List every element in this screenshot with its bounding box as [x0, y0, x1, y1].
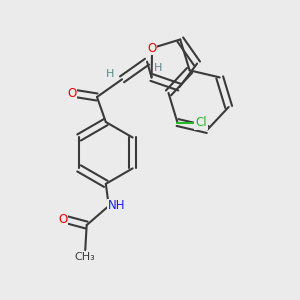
Text: O: O — [58, 213, 68, 226]
Text: CH₃: CH₃ — [75, 253, 96, 262]
Text: NH: NH — [107, 200, 125, 212]
Text: H: H — [154, 63, 162, 73]
Text: H: H — [106, 69, 114, 79]
Text: O: O — [148, 42, 157, 55]
Text: O: O — [67, 87, 76, 100]
Text: Cl: Cl — [195, 116, 207, 129]
